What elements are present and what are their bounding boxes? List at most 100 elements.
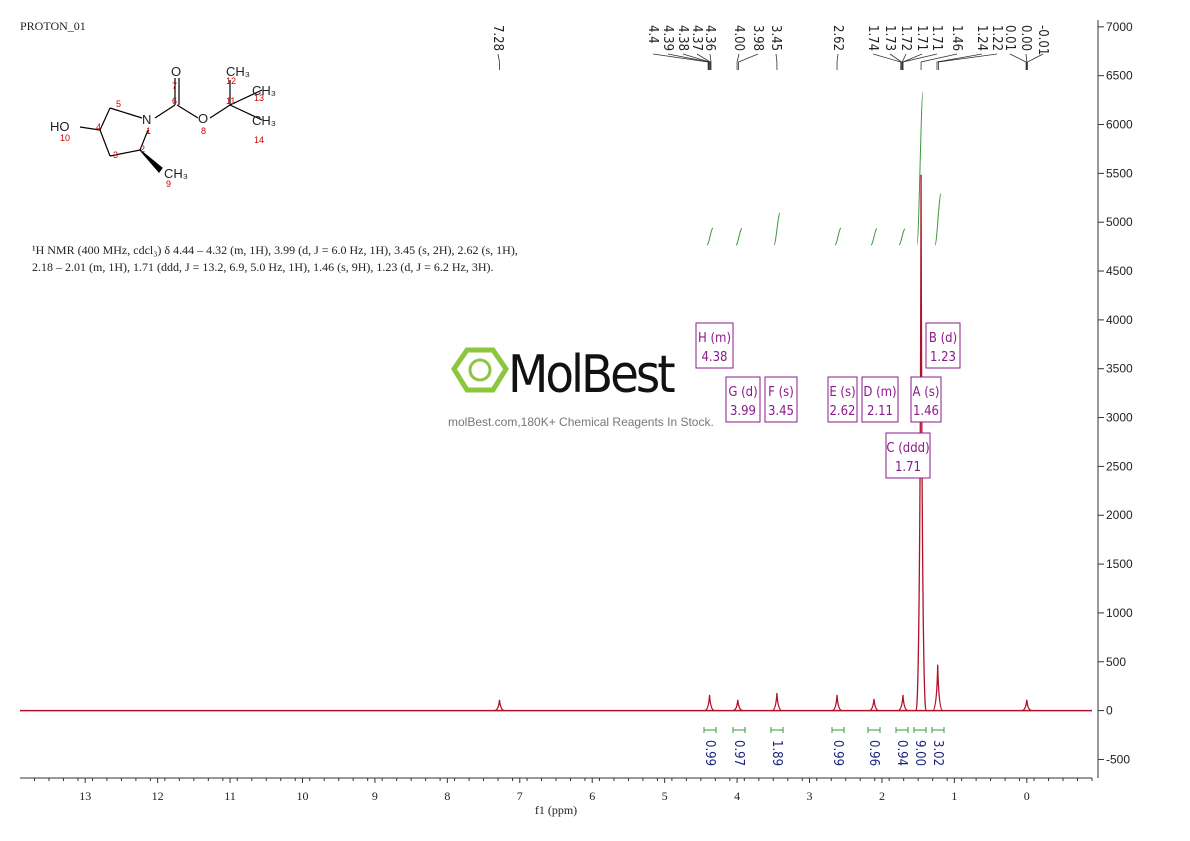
atom-number: 4 <box>96 122 101 132</box>
integral-bracket <box>831 727 845 733</box>
peak <box>704 694 715 712</box>
y-tick-label: 3500 <box>1106 362 1133 376</box>
y-tick-label: 1000 <box>1106 606 1133 620</box>
atom-number: 7 <box>172 81 177 91</box>
x-tick-label: 0 <box>1024 789 1030 803</box>
y-tick-label: 3000 <box>1106 411 1133 425</box>
peak-label: 4.39 <box>660 25 675 51</box>
multiplet-shift: 3.99 <box>730 404 756 419</box>
y-tick-label: 5500 <box>1106 166 1133 180</box>
atom-number: 8 <box>201 126 206 136</box>
x-tick-label: 7 <box>517 789 523 803</box>
atom-label: N <box>142 112 151 127</box>
atom-label: CH₃ <box>252 113 276 128</box>
peak <box>831 694 843 712</box>
x-tick-label: 13 <box>79 789 91 803</box>
peak-label: 1.24 <box>974 25 989 51</box>
atom-number: 10 <box>60 133 70 143</box>
peak-leader <box>1009 53 1027 70</box>
peak-leader <box>709 53 712 70</box>
integral-label: 0.94 <box>894 740 909 766</box>
peak <box>494 699 505 712</box>
multiplet-shift: 2.62 <box>829 404 855 419</box>
peak-label: 4.00 <box>731 25 746 51</box>
multiplet-label: A (s) <box>913 385 940 400</box>
integral-curve <box>773 212 781 246</box>
y-tick-label: 500 <box>1106 655 1126 669</box>
atom-number: 12 <box>226 76 236 86</box>
integral-curve <box>870 228 878 246</box>
peak-leader <box>1025 53 1028 70</box>
peak-label: 3.45 <box>768 25 783 51</box>
peak-leader <box>920 53 958 70</box>
watermark-tagline: molBest.com,180K+ Chemical Reagents In S… <box>448 415 714 429</box>
atom-label: O <box>198 111 208 126</box>
peak-leader <box>738 53 759 70</box>
y-tick-label: 5000 <box>1106 215 1133 229</box>
atom-number: 13 <box>254 93 264 103</box>
atom-label: CH₃ <box>226 64 250 79</box>
multiplet-label: B (d) <box>929 331 957 346</box>
peak <box>868 698 880 712</box>
peak-leader <box>872 53 902 70</box>
x-tick-label: 11 <box>224 789 236 803</box>
peak-label: 1.71 <box>914 25 929 51</box>
integral-bracket <box>867 727 881 733</box>
peak-label: 3.98 <box>750 25 765 51</box>
multiplet-label: E (s) <box>829 385 855 400</box>
atom-number: 5 <box>116 99 121 109</box>
peak-label: -0.01 <box>1035 25 1050 55</box>
multiplet-box <box>764 376 798 423</box>
multiplet-shift: 3.45 <box>768 404 794 419</box>
multiplet-shift: 2.11 <box>867 404 893 419</box>
integral-bracket <box>931 727 945 733</box>
peak-leader <box>889 53 902 70</box>
multiplet-label: G (d) <box>728 385 757 400</box>
molecule <box>79 78 263 173</box>
watermark: MolBest molBest.com,180K+ Chemical Reage… <box>448 345 714 429</box>
integral-bracket <box>770 727 784 733</box>
integral-bracket <box>732 727 746 733</box>
multiplet-label: F (s) <box>768 385 794 400</box>
peak-leader <box>836 53 839 70</box>
x-axis-label: f1 (ppm) <box>535 803 577 817</box>
integral-curve <box>735 228 743 246</box>
y-tick-label: 0 <box>1106 704 1113 718</box>
x-tick-label: 2 <box>879 789 885 803</box>
y-tick-label: 6500 <box>1106 69 1133 83</box>
x-tick-label: 9 <box>372 789 378 803</box>
atom-number: 9 <box>166 179 171 189</box>
multiplet-box <box>827 376 858 423</box>
multiplet-shift: 1.71 <box>895 460 921 475</box>
integral-bracket <box>913 727 927 733</box>
x-tick-label: 3 <box>807 789 813 803</box>
multiplet-box <box>725 376 761 423</box>
peak-label: 4.4 <box>645 25 660 44</box>
multiplet-shift: 4.38 <box>701 350 727 365</box>
atom-label: HO <box>50 119 70 134</box>
y-tick-label: 2500 <box>1106 459 1133 473</box>
peak-leader <box>902 53 923 70</box>
x-tick-label: 10 <box>296 789 308 803</box>
atom-label: CH₃ <box>252 83 276 98</box>
peak <box>915 174 927 712</box>
y-tick-label: 4000 <box>1106 313 1133 327</box>
atom-label: CH₃ <box>164 166 188 181</box>
multiplet-box <box>925 322 961 369</box>
integral-bracket <box>703 727 717 733</box>
peak-label: 1.72 <box>898 25 913 51</box>
peak <box>932 664 944 712</box>
title: PROTON_01 <box>20 19 86 33</box>
integral-label: 3.02 <box>930 740 945 766</box>
integral-label: 0.97 <box>731 740 746 766</box>
peak-leader <box>901 53 907 70</box>
peak-leader <box>902 53 938 70</box>
peak-leader <box>775 53 778 70</box>
peak-leader <box>1027 53 1044 70</box>
integral-bracket <box>895 727 909 733</box>
peak-label: 0.01 <box>1002 25 1017 51</box>
peak <box>732 699 743 712</box>
integral-curve <box>934 193 942 246</box>
x-tick-label: 5 <box>662 789 668 803</box>
